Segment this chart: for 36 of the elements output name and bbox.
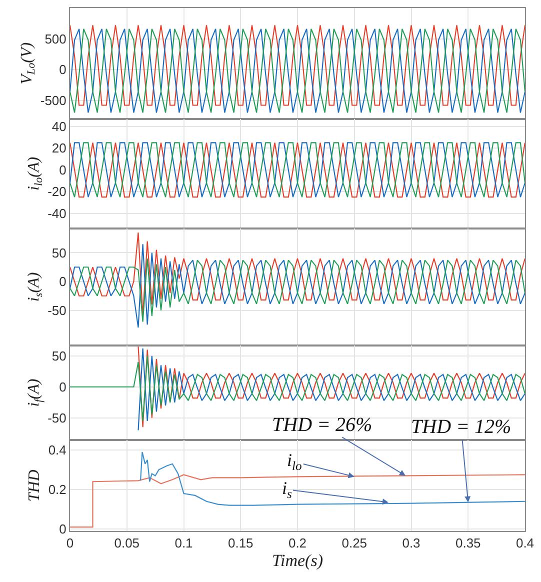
y-tick-label: 50: [52, 348, 66, 364]
y-tick-label: 0.2: [48, 482, 66, 498]
y-tick-label: -50: [48, 410, 66, 426]
x-tick-label: 0.35: [455, 536, 481, 551]
y-tick-label: -500: [40, 92, 66, 108]
y-tick-label: 40: [52, 118, 66, 134]
line-series: [70, 474, 525, 528]
y-tick-label: 0: [59, 162, 66, 178]
y-tick-label: 0: [59, 379, 66, 394]
annotation: i$_{lo}$: [287, 450, 302, 473]
line-series: [70, 258, 525, 322]
line-series: [140, 451, 525, 506]
y-tick-label: -20: [48, 184, 66, 200]
y-tick-label: 500: [44, 31, 66, 46]
y-axis-title: THD: [26, 469, 44, 502]
y-tick-label: 0: [59, 522, 66, 537]
line-series: [70, 244, 525, 328]
x-tick-label: 0.05: [114, 536, 140, 551]
annotation: THD = 12%: [411, 416, 512, 438]
x-tick-label: 0.1: [174, 536, 193, 551]
annotation: i$_{s}$: [282, 478, 292, 501]
x-tick-label: 0.3: [402, 536, 420, 551]
y-tick-label: -40: [48, 206, 66, 221]
x-tick-label: 0.4: [516, 536, 534, 551]
x-tick-label: 0.25: [342, 536, 368, 551]
annotation: THD = 26%: [272, 414, 372, 436]
y-tick-label: 0: [59, 274, 66, 290]
x-axis-title: Time(s): [272, 551, 324, 570]
y-tick-label: 0.4: [48, 442, 66, 458]
line-series: [70, 232, 525, 317]
x-tick-label: 0.2: [288, 536, 307, 551]
y-tick-label: -50: [48, 302, 66, 318]
x-tick-label: 0.15: [228, 536, 254, 551]
y-tick-label: 20: [52, 140, 66, 156]
y-tick-label: 50: [52, 245, 66, 260]
y-tick-label: 0: [59, 62, 66, 78]
